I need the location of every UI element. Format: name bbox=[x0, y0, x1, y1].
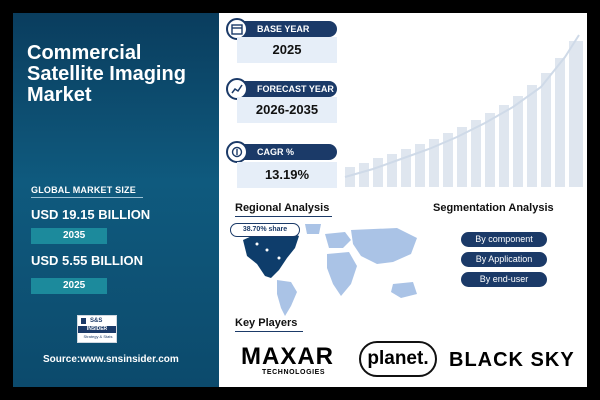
segment-by-component: By component bbox=[461, 232, 547, 247]
page-title: Commercial Satellite Imaging Market bbox=[27, 42, 186, 106]
source-text: Source:www.snsinsider.com bbox=[43, 354, 179, 365]
world-map bbox=[243, 224, 417, 316]
divider bbox=[235, 331, 303, 332]
planet-logo: planet. bbox=[359, 341, 437, 377]
growth-bars-graphic bbox=[344, 34, 583, 187]
cagr-value: 13.19% bbox=[237, 162, 337, 188]
logo-text-top: S&S bbox=[90, 318, 103, 324]
base-year-value: 2025 bbox=[237, 37, 337, 63]
cagr-label: CAGR % bbox=[235, 144, 337, 160]
maxar-logo-subtitle: TECHNOLOGIES bbox=[262, 369, 326, 376]
regional-share-badge: 38.70% share bbox=[230, 223, 300, 237]
key-players-heading: Key Players bbox=[235, 317, 298, 329]
year-badge-2035: 2035 bbox=[31, 228, 107, 244]
segmentation-analysis-heading: Segmentation Analysis bbox=[433, 202, 554, 214]
divider bbox=[31, 197, 143, 198]
maxar-logo: MAXAR bbox=[241, 343, 334, 370]
divider bbox=[235, 216, 332, 217]
forecast-year-label: FORECAST YEAR bbox=[235, 81, 337, 97]
logo-mark-icon bbox=[81, 318, 86, 324]
global-market-size-label: GLOBAL MARKET SIZE bbox=[31, 185, 136, 195]
growth-coins-icon bbox=[226, 141, 248, 163]
logo-text-bottom: Strategy & Stats bbox=[83, 334, 113, 339]
segment-by-end-user: By end-user bbox=[461, 272, 547, 287]
blacksky-logo: BLACK SKY bbox=[449, 349, 575, 371]
left-panel: Commercial Satellite Imaging Market GLOB… bbox=[13, 13, 219, 387]
infographic: Commercial Satellite Imaging Market GLOB… bbox=[13, 13, 587, 387]
year-badge-2025: 2025 bbox=[31, 278, 107, 294]
market-value-2035: USD 19.15 BILLION bbox=[31, 207, 151, 222]
segment-by-application: By Application bbox=[461, 252, 547, 267]
logo-text-mid: INSIDER bbox=[78, 326, 116, 333]
regional-analysis-heading: Regional Analysis bbox=[235, 202, 330, 214]
market-value-2025: USD 5.55 BILLION bbox=[31, 253, 143, 268]
sns-insider-logo: S&S INSIDER Strategy & Stats bbox=[77, 315, 117, 343]
base-year-label: BASE YEAR bbox=[235, 21, 337, 37]
forecast-year-value: 2026-2035 bbox=[237, 97, 337, 123]
